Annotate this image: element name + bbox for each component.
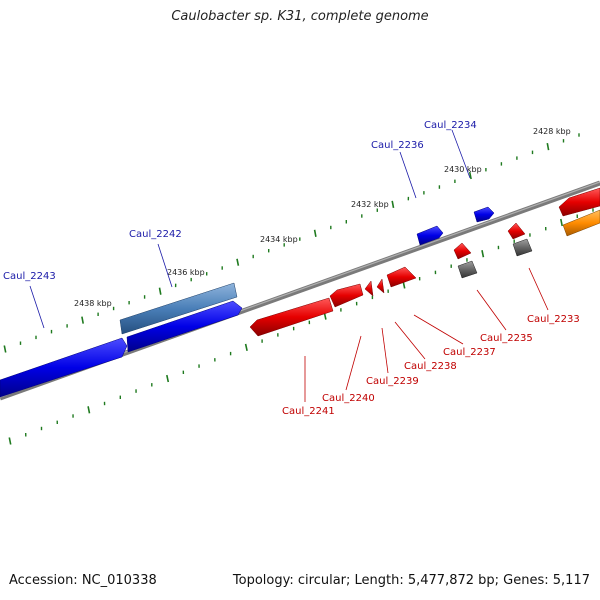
scale-tick-major (3, 345, 7, 353)
gene-pseudo-a[interactable] (457, 260, 478, 279)
scale-tick-major (236, 258, 240, 266)
forward-gene-labels: Caul_2243 Caul_2242 Caul_2236 Caul_2234 (3, 120, 477, 329)
accession-text: Accession: NC_010338 (9, 573, 157, 588)
gene-label-caul-2242[interactable]: Caul_2242 (129, 229, 182, 240)
forward-genes (0, 206, 495, 398)
gene-caul-2233[interactable] (507, 222, 526, 240)
reverse-gene-labels: Caul_2241 Caul_2240 Caul_2239 Caul_2238 … (282, 267, 580, 417)
leader-line (528, 267, 549, 311)
gene-caul-2240[interactable] (329, 283, 364, 308)
scale-label: 2438 kbp (74, 299, 112, 308)
gene-label-caul-2236[interactable]: Caul_2236 (371, 140, 424, 151)
reverse-genes (249, 187, 600, 337)
scale-tick-major (313, 229, 317, 237)
scale-tick-major (481, 250, 485, 258)
scale-tick-major (546, 142, 550, 151)
gene-unlabeled-forward[interactable] (126, 300, 243, 353)
gene-unlabeled-reverse[interactable] (558, 187, 600, 217)
leader-line (345, 335, 362, 391)
scale-label: 2436 kbp (167, 268, 205, 277)
genome-stats-text: Topology: circular; Length: 5,477,872 bp… (232, 573, 590, 588)
gene-caul-2236[interactable] (416, 225, 444, 246)
gene-pseudo-b[interactable] (512, 238, 533, 257)
page-title: Caulobacter sp. K31, complete genome (171, 9, 429, 24)
gene-caul-2243[interactable] (0, 337, 128, 398)
gene-caul-2239[interactable] (364, 280, 374, 297)
gene-caul-2242[interactable] (119, 282, 238, 335)
scale-tick-major (8, 437, 12, 445)
leader-line (413, 314, 464, 345)
gene-caul-2235[interactable] (453, 242, 472, 260)
gene-label-caul-2240[interactable]: Caul_2240 (322, 393, 375, 404)
scale-tick-major (81, 316, 84, 324)
scale-label: 2428 kbp (533, 127, 571, 136)
leader-line (476, 289, 507, 331)
gene-label-caul-2235[interactable]: Caul_2235 (480, 333, 533, 344)
scale-tick-major (244, 343, 248, 351)
gene-caul-2241[interactable] (249, 297, 334, 337)
leader-line (394, 321, 426, 360)
scale-tick-major (560, 218, 563, 227)
gene-label-caul-2237[interactable]: Caul_2237 (443, 347, 496, 358)
leader-line (381, 327, 389, 374)
leader-line (451, 129, 471, 179)
gene-label-caul-2239[interactable]: Caul_2239 (366, 376, 419, 387)
scale-tick-major (468, 171, 472, 180)
leader-line (29, 285, 45, 329)
gene-label-caul-2238[interactable]: Caul_2238 (404, 361, 457, 372)
gene-label-caul-2241[interactable]: Caul_2241 (282, 406, 335, 417)
scale-tick-major (158, 287, 162, 295)
gene-caul-2238[interactable] (376, 278, 385, 294)
scale-label: 2432 kbp (351, 200, 389, 209)
scale-labels: 2438 kbp 2436 kbp 2434 kbp 2432 kbp 2430… (74, 127, 571, 308)
scale-ticks-lower (8, 208, 594, 445)
scale-ticks-upper (3, 133, 580, 353)
gene-label-caul-2243[interactable]: Caul_2243 (3, 271, 56, 282)
leader-line (157, 243, 173, 288)
scale-tick-major (391, 200, 395, 209)
gene-label-caul-2234[interactable]: Caul_2234 (424, 120, 477, 131)
gene-caul-2234[interactable] (473, 206, 495, 223)
scale-tick-major (87, 406, 91, 414)
gene-label-caul-2233[interactable]: Caul_2233 (527, 314, 580, 325)
gene-caul-2237[interactable] (386, 266, 417, 288)
gene-other[interactable] (562, 209, 600, 237)
scale-label: 2430 kbp (444, 165, 482, 174)
scale-label: 2434 kbp (260, 235, 298, 244)
leader-line (399, 151, 417, 199)
scale-tick-major (166, 374, 170, 383)
